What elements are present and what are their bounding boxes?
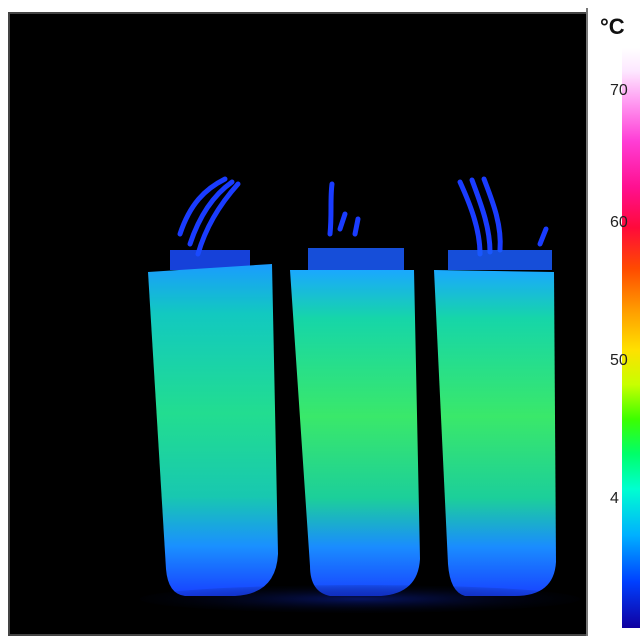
tick-label-70: 70: [610, 82, 628, 99]
wires-right: [457, 176, 549, 257]
tick-label-50: 50: [610, 352, 628, 369]
tick-label-60: 60: [610, 214, 628, 231]
battery-cell-1: [148, 264, 278, 596]
temperature-scale: °C 70 60 50 4: [586, 8, 640, 636]
wires-left: [177, 176, 241, 257]
thermal-image-frame: [8, 12, 632, 636]
temperature-colorbar: [622, 48, 640, 628]
battery-cell-2: [290, 270, 420, 596]
cell-2-terminals: [308, 248, 404, 270]
cell-3-terminals: [448, 250, 552, 270]
cell-1-terminals: [170, 250, 250, 270]
wires-middle: [327, 181, 361, 237]
tick-label-40: 4: [610, 490, 619, 507]
battery-cell-3: [434, 270, 556, 596]
temperature-unit: °C: [600, 14, 625, 39]
bottom-glow: [140, 585, 580, 613]
thermal-image: [140, 176, 580, 613]
